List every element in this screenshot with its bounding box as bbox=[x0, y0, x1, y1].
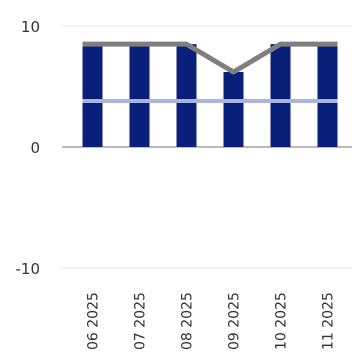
y-tick-label: 0 bbox=[30, 139, 40, 157]
bar bbox=[129, 44, 150, 147]
x-tick-label: 07 2025 bbox=[133, 292, 149, 350]
bars-layer bbox=[82, 44, 338, 147]
y-tick-label: 10 bbox=[21, 18, 40, 36]
x-tick-label: 08 2025 bbox=[180, 292, 196, 350]
bar bbox=[176, 44, 197, 147]
grid-layer bbox=[62, 25, 352, 269]
trend-line bbox=[82, 41, 338, 75]
lines-layer bbox=[82, 41, 338, 104]
bar bbox=[223, 71, 244, 147]
bar bbox=[82, 44, 103, 147]
y-tick-label: -10 bbox=[16, 260, 41, 278]
y-axis: 10 0 -10 bbox=[16, 18, 41, 278]
x-tick-label: 11 2025 bbox=[321, 292, 337, 350]
x-tick-label: 10 2025 bbox=[274, 292, 290, 350]
x-tick-label: 06 2025 bbox=[86, 292, 102, 350]
x-axis: 06 2025 07 2025 08 2025 09 2025 10 2025 11 20… bbox=[86, 292, 337, 350]
bar bbox=[270, 44, 291, 147]
x-tick-label: 09 2025 bbox=[227, 292, 243, 350]
bar bbox=[317, 44, 338, 147]
